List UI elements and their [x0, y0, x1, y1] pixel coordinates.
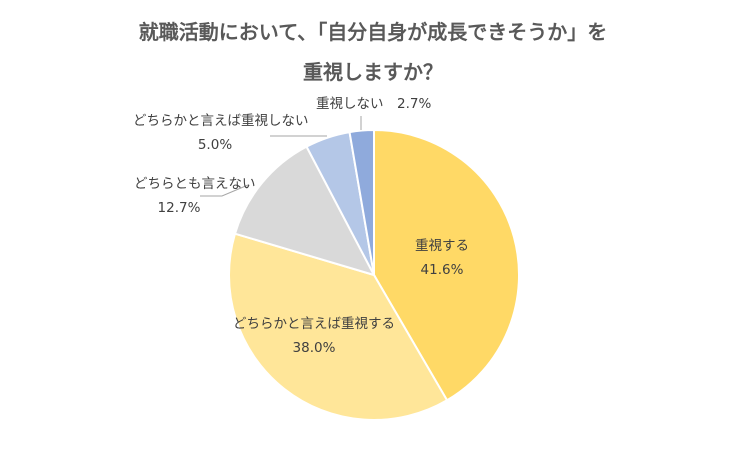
- slice-value-label-1: 41.6%: [421, 262, 464, 278]
- slice-value-label-4: 5.0%: [198, 137, 232, 153]
- chart-title-line-2: 重視しますか？: [303, 60, 443, 84]
- slice-value-label-3: 12.7%: [158, 200, 201, 216]
- pie-slice-3: [233, 145, 376, 277]
- slice-value-label-2: 38.0%: [293, 340, 336, 356]
- pie-slice-5: [348, 128, 375, 276]
- slice-category-label-5: 重視しない: [316, 96, 384, 112]
- slice-category-label-4: どちらかと言えば重視しない: [133, 113, 309, 129]
- slice-value-label-5: 2.7%: [397, 96, 431, 112]
- chart-title-line-1: 就職活動において、「自分自身が成長できそうか」を: [138, 20, 608, 44]
- slice-category-label-3: どちらとも言えない: [134, 176, 256, 192]
- slice-category-label-2: どちらかと言えば重視する: [233, 316, 395, 332]
- slice-category-label-1: 重視する: [415, 238, 469, 254]
- pie-slice-1: [373, 128, 520, 402]
- leader-line-3: [200, 184, 249, 197]
- pie-slice-2: [228, 232, 449, 421]
